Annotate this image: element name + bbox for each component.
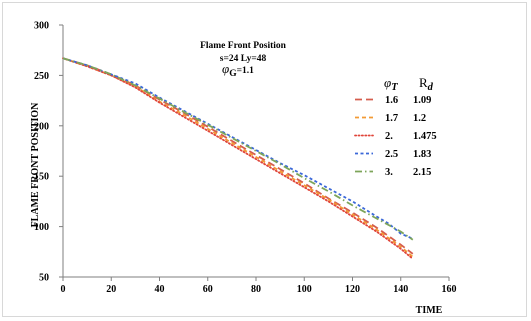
- legend-rd-value: 2.15: [413, 167, 431, 178]
- x-tick-label: 40: [155, 284, 165, 295]
- x-tick-label: 120: [345, 284, 360, 295]
- legend: φT Rd 1.6 1.09 1.7 1.2 2. 1.475 2.5 1.83 3. 2.15: [354, 75, 437, 178]
- series-line-4: [62, 57, 414, 240]
- x-axis-label: TIME: [416, 305, 443, 316]
- phi-value: =1.1: [237, 66, 255, 76]
- x-tick-label: 60: [203, 284, 213, 295]
- x-tick-label: 100: [297, 284, 312, 295]
- x-tick-label: 140: [393, 284, 408, 295]
- x-tick-label: 0: [61, 284, 66, 295]
- legend-rd-value: 1.475: [413, 131, 437, 142]
- series-line-3: [62, 57, 414, 260]
- axes: 50 100 150 200 250 300 0 20 40 60 80 100 120 140 160: [34, 21, 457, 296]
- y-tick-label: 100: [34, 222, 49, 233]
- phi-symbol: φ: [222, 61, 229, 76]
- legend-phi-value: 2.: [385, 131, 393, 142]
- legend-header-phi: φT: [384, 75, 398, 93]
- y-tick-label: 50: [39, 273, 49, 284]
- legend-phi-value: 3.: [385, 167, 393, 178]
- legend-phi-value: 1.7: [385, 113, 398, 124]
- y-tick-label: 300: [34, 21, 49, 32]
- x-tick-label: 160: [442, 284, 457, 295]
- x-tick-label: 80: [251, 284, 261, 295]
- legend-rd-value: 1.2: [413, 113, 426, 124]
- series-line-5: [62, 57, 414, 241]
- series-line-1: [62, 57, 414, 255]
- y-axis-label: FLAME FRONT POSITION: [30, 102, 41, 228]
- legend-phi-value: 2.5: [385, 149, 398, 160]
- legend-rd-value: 1.09: [413, 95, 431, 106]
- phi-subscript: G: [229, 69, 237, 79]
- legend-rd-value: 1.83: [413, 149, 431, 160]
- chart-subtitle-2: φG=1.1: [222, 61, 254, 79]
- legend-header-rd: Rd: [419, 75, 434, 93]
- chart-subtitle-1: s=24 Ly=48: [220, 54, 267, 64]
- y-tick-label: 250: [34, 71, 49, 82]
- y-tick-label: 150: [34, 172, 49, 183]
- y-tick-label: 200: [34, 121, 49, 132]
- series-layer: [62, 57, 414, 260]
- x-tick-label: 20: [106, 284, 116, 295]
- legend-phi-value: 1.6: [385, 95, 398, 106]
- chart-title: Flame Front Position: [200, 41, 287, 51]
- series-line-2: [62, 57, 414, 258]
